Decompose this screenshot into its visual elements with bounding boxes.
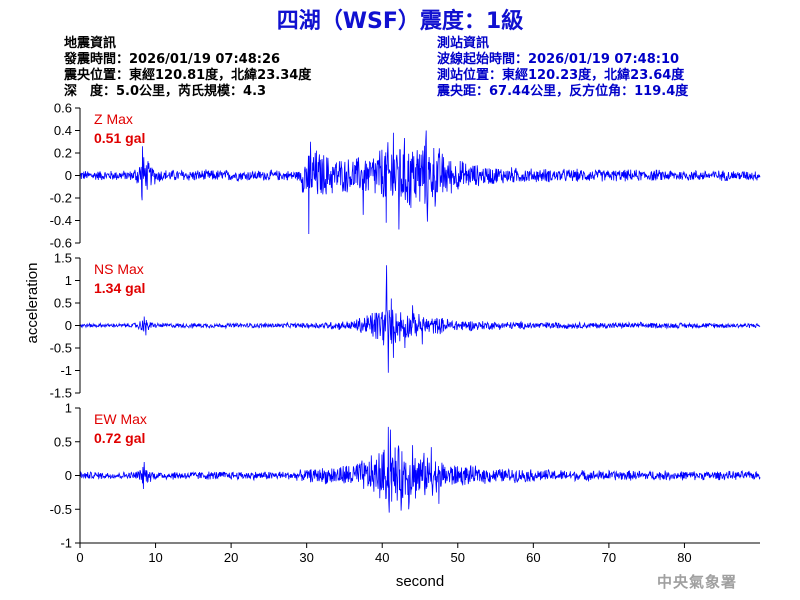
ew-y-tick-label: 0 (65, 468, 72, 483)
z-y-tick-label: -0.4 (50, 213, 72, 228)
ns-max-value: 1.34 gal (94, 280, 145, 296)
x-tick-label: 80 (677, 550, 691, 565)
ew-waveform (79, 426, 761, 513)
z-y-tick-label: 0.2 (54, 146, 72, 161)
ns-y-tick-label: -1 (60, 363, 72, 378)
station-info: 測站資訊 波線起始時間：2026/01/19 07:48:10 測站位置：東經1… (437, 36, 688, 100)
ns-y-tick-label: -0.5 (50, 341, 72, 356)
z-waveform (79, 130, 761, 235)
z-y-tick-label: 0.6 (54, 101, 72, 116)
x-tick-label: 0 (76, 550, 83, 565)
page-title: 四湖（WSF）震度：1級 (276, 9, 524, 34)
wave-start-time: 波線起始時間：2026/01/19 07:48:10 (437, 52, 680, 67)
ew-max-title: EW Max (94, 411, 147, 427)
ew-y-tick-label: -0.5 (50, 502, 72, 517)
z-y-tick-label: 0.4 (54, 123, 72, 138)
ns-max-title: NS Max (94, 261, 144, 277)
ew-y-tick-label: -1 (60, 536, 72, 551)
x-axis-label: second (396, 573, 444, 590)
ns-y-tick-label: 0.5 (54, 296, 72, 311)
ew-y-tick-label: 0.5 (54, 434, 72, 449)
depth-magnitude: 深 度：5.0公里，芮氏規模：4.3 (64, 84, 267, 99)
origin-time: 發震時間：2026/01/19 07:48:26 (64, 52, 281, 67)
x-tick-label: 50 (451, 550, 465, 565)
epicenter: 震央位置：東經120.81度，北緯23.34度 (64, 68, 312, 83)
earthquake-info-heading: 地震資訊 (64, 36, 117, 51)
ns-y-tick-label: 1.5 (54, 251, 72, 266)
z-y-tick-label: 0 (65, 168, 72, 183)
y-axis-label: acceleration (24, 263, 41, 344)
ns-y-tick-label: -1.5 (50, 386, 72, 401)
z-y-tick-label: -0.2 (50, 191, 72, 206)
x-tick-label: 20 (224, 550, 238, 565)
agency-credit: 中央氣象署 (657, 573, 738, 591)
x-tick-label: 40 (375, 550, 389, 565)
distance-azimuth: 震央距：67.44公里，反方位角：119.4度 (437, 84, 689, 99)
ew-max-value: 0.72 gal (94, 430, 145, 446)
station-info-heading: 測站資訊 (437, 36, 490, 51)
z-y-tick-label: -0.6 (50, 236, 72, 251)
ns-y-tick-label: 0 (65, 318, 72, 333)
ns-waveform (79, 265, 761, 373)
station-location: 測站位置：東經120.23度，北緯23.64度 (437, 68, 685, 83)
x-tick-label: 70 (602, 550, 616, 565)
x-tick-label: 30 (299, 550, 313, 565)
z-max-title: Z Max (94, 111, 133, 127)
x-tick-label: 60 (526, 550, 540, 565)
ns-y-tick-label: 1 (65, 273, 72, 288)
x-tick-label: 10 (148, 550, 162, 565)
z-max-value: 0.51 gal (94, 130, 145, 146)
earthquake-info: 地震資訊 發震時間：2026/01/19 07:48:26 震央位置：東經120… (64, 36, 311, 100)
ew-y-tick-label: 1 (65, 401, 72, 416)
